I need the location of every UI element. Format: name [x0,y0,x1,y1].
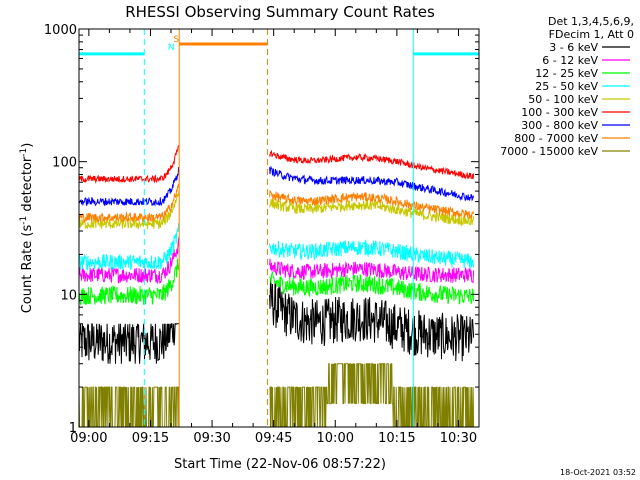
legend-header-line-1: Det 1,3,4,5,6,9, [548,15,634,28]
x-axis-label: Start Time (22-Nov-06 08:57:22) [174,457,386,472]
series-line [78,237,475,285]
legend-label: 12 - 25 keV [535,67,598,80]
series-line [78,258,475,306]
legend-label: 300 - 800 keV [521,119,598,132]
y-axis: 1 10 100 1000 [44,23,479,436]
legend-header-line-2: FDecim 1, Att 0 [549,28,634,41]
generation-timestamp: 18-Oct-2021 03:52 [560,468,636,477]
x-tick-label: 10:30 [440,431,477,446]
x-tick-label: 09:15 [132,431,169,446]
x-tick-label: 09:30 [193,431,230,446]
legend: Det 1,3,4,5,6,9, FDecim 1, Att 0 3 - 6 k… [500,15,634,158]
series-line [78,363,475,428]
y-axis-label: Count Rate (s-1 detector-1) [19,143,35,314]
series-line [78,183,475,223]
legend-label: 6 - 12 keV [542,54,598,67]
legend-label: 3 - 6 keV [549,41,598,54]
legend-label: 50 - 100 keV [528,93,598,106]
saa-flag-label: S [173,35,179,45]
series-line [78,278,475,364]
y-tick-label: 100 [52,156,77,171]
y-tick-label: 1 [69,421,77,436]
x-tick-label: 09:00 [70,431,107,446]
legend-label: 7000 - 15000 keV [500,145,598,158]
series-line [78,144,475,184]
x-tick-label: 10:00 [317,431,354,446]
x-tick-label: 10:15 [378,431,415,446]
y-tick-label: 10 [60,288,77,303]
x-axis: 09:00 09:15 09:30 09:45 10:00 10:15 10:30 [70,29,480,446]
legend-label: 100 - 300 keV [521,106,598,119]
series-line [78,165,475,207]
y-tick-label: 1000 [44,23,77,38]
night-flag-label: N [168,43,175,53]
plot-area: SN 09:00 09:15 09:30 09:45 10:00 10:15 10:30 1… [44,23,480,446]
legend-label: 800 - 7000 keV [514,132,598,145]
chart-title: RHESSI Observing Summary Count Rates [125,3,435,21]
x-tick-label: 09:45 [255,431,292,446]
plot-frame [78,28,480,428]
series-line [78,223,475,271]
legend-label: 25 - 50 keV [535,80,598,93]
series-layer [78,144,475,428]
